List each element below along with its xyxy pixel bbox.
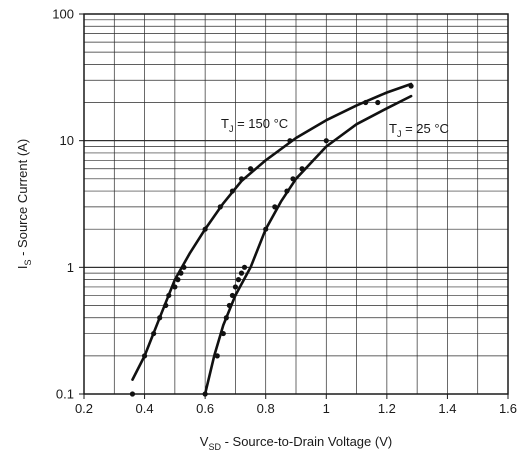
- data-point: [223, 315, 229, 321]
- y-axis-label-main: I: [15, 266, 30, 270]
- data-point: [166, 292, 172, 299]
- series-label-rest: = 25 °C: [401, 121, 448, 136]
- y-axis-label-sub: S: [23, 260, 33, 266]
- data-point: [241, 264, 248, 270]
- data-point: [290, 176, 296, 182]
- series-label-main: T: [389, 121, 397, 136]
- x-tick-label: 1.6: [499, 401, 517, 416]
- data-point: [229, 292, 235, 299]
- x-axis-label-main: V: [200, 434, 209, 449]
- series-label-main: T: [221, 116, 229, 131]
- data-point: [217, 204, 223, 210]
- data-point: [408, 83, 414, 89]
- data-point: [220, 330, 226, 337]
- data-point: [202, 391, 208, 397]
- data-point: [202, 226, 208, 232]
- data-point: [272, 204, 278, 210]
- data-point: [151, 330, 157, 337]
- x-tick-label: 0.2: [75, 401, 93, 416]
- series-label-2: TJ = 25 °C: [389, 121, 449, 139]
- data-point: [299, 166, 305, 172]
- x-tick-label: 0.4: [136, 401, 154, 416]
- data-point: [323, 138, 329, 144]
- series-curve-2: [203, 94, 413, 396]
- data-point: [129, 391, 136, 397]
- data-point: [175, 277, 181, 283]
- data-point: [229, 188, 235, 194]
- y-tick-label: 100: [52, 7, 74, 22]
- data-point: [214, 353, 220, 359]
- y-axis-label-rest: - Source Current (A): [15, 139, 30, 260]
- data-point: [263, 226, 269, 232]
- series-label-1: TJ = 150 °C: [221, 116, 288, 134]
- axis-ticks: 0.2 0.4 0.6 0.8 1 1.2 1.4 1.6 0.1 1 10 100: [52, 7, 517, 417]
- data-point: [141, 353, 148, 359]
- series-label-sub: J: [229, 124, 234, 134]
- data-point: [178, 270, 184, 276]
- x-tick-label: 1.2: [378, 401, 396, 416]
- series-labels: TJ = 150 °C TJ = 25 °C: [221, 116, 449, 139]
- data-point: [363, 99, 369, 106]
- data-point: [287, 138, 293, 144]
- data-point: [163, 302, 169, 309]
- x-tick-label: 1: [323, 401, 330, 416]
- y-axis-label: IS - Source Current (A): [15, 139, 33, 269]
- data-point: [375, 99, 381, 106]
- data-point: [238, 270, 245, 276]
- y-tick-label: 0.1: [56, 387, 74, 402]
- y-tick-label: 10: [60, 133, 74, 148]
- x-tick-label: 0.6: [196, 401, 214, 416]
- x-axis-label: VSD - Source-to-Drain Voltage (V): [200, 434, 392, 452]
- y-tick-label: 1: [67, 260, 74, 275]
- plot-frame: [83, 13, 509, 395]
- measured-points: [129, 83, 414, 397]
- data-point: [232, 284, 239, 290]
- data-point: [172, 284, 178, 290]
- data-point: [284, 188, 290, 194]
- data-point: [226, 302, 232, 309]
- grid: [83, 13, 509, 395]
- x-tick-label: 0.8: [257, 401, 275, 416]
- series-label-sub: J: [397, 129, 402, 139]
- x-tick-label: 1.4: [438, 401, 456, 416]
- data-point: [247, 166, 254, 172]
- data-point: [181, 264, 187, 270]
- data-point: [157, 315, 163, 321]
- x-axis-label-rest: - Source-to-Drain Voltage (V): [221, 434, 392, 449]
- series-label-rest: = 150 °C: [233, 116, 288, 131]
- x-axis-label-sub: SD: [208, 442, 221, 452]
- data-point: [235, 277, 242, 283]
- data-point: [238, 176, 245, 182]
